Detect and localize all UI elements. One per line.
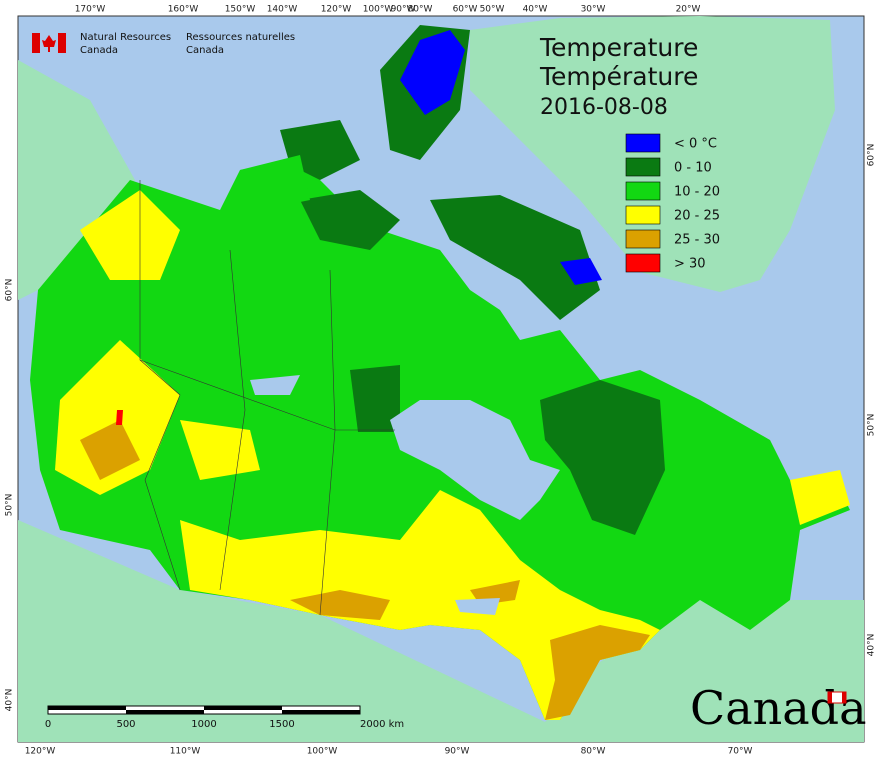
hudson-bay: [390, 400, 560, 520]
scale-segment: [282, 710, 360, 714]
graticule-label: 80°W: [408, 5, 433, 15]
lake: [250, 375, 300, 395]
zone: [350, 365, 400, 432]
graticule-label: 160°W: [168, 5, 199, 15]
agency-fr: Canada: [186, 45, 224, 56]
united-states: [18, 520, 864, 742]
legend-label: 10 - 20: [674, 185, 720, 200]
agency-en: Canada: [80, 45, 118, 56]
zone: [180, 490, 660, 720]
graticule-label: 50°N: [867, 414, 877, 437]
title: Température: [539, 62, 698, 91]
graticule-label: 150°W: [225, 5, 256, 15]
graticule-label: 40°N: [5, 689, 15, 712]
scale-label: 0: [45, 719, 51, 730]
wordmark: Canada: [690, 681, 867, 735]
legend-label: 0 - 10: [674, 161, 712, 176]
agency-en: Natural Resources: [80, 32, 171, 43]
graticule-label: 60°N: [5, 279, 15, 302]
zone: [540, 380, 665, 535]
flag-band: [842, 692, 846, 703]
legend-swatch: [625, 229, 661, 249]
legend-swatch: [625, 133, 661, 153]
graticule-label: 140°W: [267, 5, 298, 15]
borders: [139, 180, 395, 616]
graticule-label: 60°N: [867, 144, 877, 167]
graticule-label: 110°W: [170, 747, 201, 757]
graticule-label: 90°W: [391, 5, 416, 15]
graticule-label: 60°W: [453, 5, 478, 15]
graticule-label: 120°W: [25, 747, 56, 757]
border: [219, 249, 246, 591]
legend-label: > 30: [674, 257, 706, 272]
zone: [470, 580, 520, 605]
flag-band: [32, 33, 40, 53]
graticule-label: 170°W: [75, 5, 106, 15]
maple-leaf: [42, 35, 56, 52]
legend-label: < 0 °C: [674, 137, 717, 152]
zone: [240, 155, 310, 210]
lake: [455, 598, 500, 615]
agency-fr: Ressources naturelles: [186, 32, 295, 43]
temperature-zones: [30, 25, 850, 720]
legend-label: 20 - 25: [674, 209, 720, 224]
flag-band: [828, 692, 832, 703]
graticule-label: 40°W: [523, 5, 548, 15]
legend-swatch: [625, 181, 661, 201]
graticule-label: 20°W: [676, 5, 701, 15]
zone: [80, 190, 180, 280]
graticule-label: 100°W: [363, 5, 394, 15]
zone: [545, 625, 650, 720]
graticule-label: 50°W: [480, 5, 505, 15]
other-land: [18, 16, 864, 742]
graticule-label: 90°W: [445, 747, 470, 757]
zone: [180, 420, 260, 480]
scale-label: 2000 km: [360, 719, 404, 730]
graticule-label: 50°N: [5, 494, 15, 517]
scale-label: 500: [116, 719, 135, 730]
zone: [80, 420, 140, 480]
border: [139, 359, 395, 431]
title: Temperature: [539, 33, 698, 62]
scale-segment: [204, 706, 282, 710]
zone: [116, 410, 123, 425]
zone: [430, 195, 600, 320]
graticule-label: 120°W: [321, 5, 352, 15]
zone: [790, 470, 850, 525]
logo: [32, 33, 66, 53]
scale-segment: [126, 710, 204, 714]
graticule-label: 70°W: [728, 747, 753, 757]
graticule-label: 80°W: [581, 747, 606, 757]
legend-swatch: [625, 157, 661, 177]
scale-label: 1500: [269, 719, 294, 730]
graticule-label: 40°N: [867, 634, 877, 657]
legend-label: 25 - 30: [674, 233, 720, 248]
zone: [300, 190, 400, 250]
legend-swatch: [625, 205, 661, 225]
legend-swatch: [625, 253, 661, 273]
zone: [290, 590, 390, 620]
greenland: [470, 16, 835, 292]
zone: [560, 258, 602, 285]
border: [139, 180, 181, 591]
zone: [400, 30, 465, 115]
date: 2016-08-08: [540, 95, 668, 120]
scale-segment: [48, 706, 126, 710]
alaska: [18, 60, 135, 300]
graticule-label: 30°W: [581, 5, 606, 15]
scale-label: 1000: [191, 719, 216, 730]
flag-band: [58, 33, 66, 53]
graticule-label: 100°W: [307, 747, 338, 757]
